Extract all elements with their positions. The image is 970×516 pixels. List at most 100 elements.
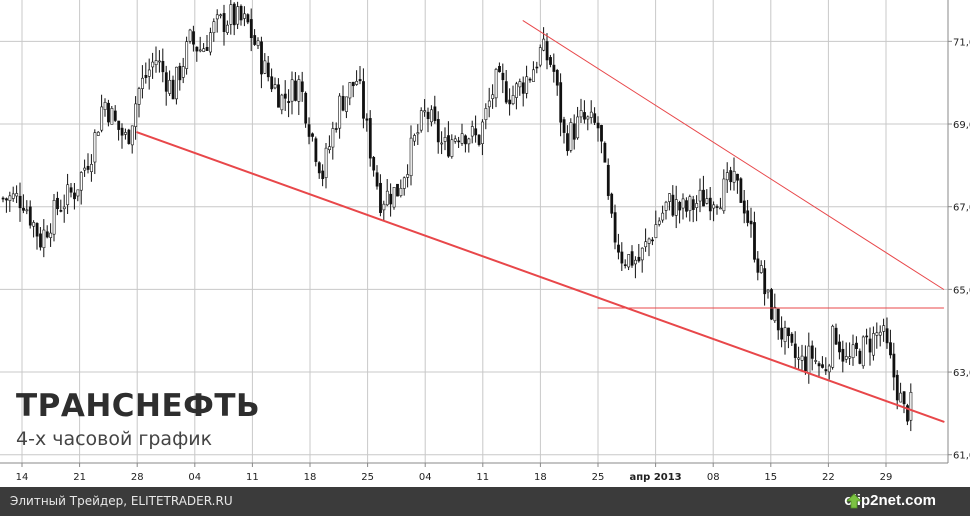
footer-credit: Элитный Трейдер, ELITETRADER.RU [10,494,233,508]
candle-body [345,96,348,112]
candle-body [515,83,518,98]
x-tick-label: 11 [476,472,489,483]
candle-body [756,258,760,273]
candle-body [838,341,841,353]
candle-body [406,174,410,178]
candle-body [249,19,253,39]
candle-body [42,229,46,249]
candle-body [892,353,896,378]
candle-body [25,209,29,212]
candle-body [487,100,491,108]
candle-body [474,128,478,136]
candle-body [753,222,756,260]
candle-body [702,189,705,207]
candle-body [644,241,648,248]
candle-body [73,192,76,200]
y-tick-label: 63,0 тыс [953,368,970,379]
x-axis-ticks: 14 21 28 04 11 18 25 04 11 18 25 апр 2013 08 15 22 29 [16,463,892,483]
candle-body [776,308,780,331]
candle-body [498,66,501,73]
candle-body [525,76,529,94]
trendlines [136,20,945,423]
candle-body [668,193,671,202]
candle-body [158,60,161,63]
candle-body [688,196,692,211]
candle-body [11,193,15,199]
y-tick-label: 71,0 тыс [953,37,970,48]
candle-body [362,81,365,119]
candle-body [324,147,328,178]
candle-body [851,344,855,359]
grid [0,0,948,463]
candle-body [511,95,515,105]
candle-body [239,5,243,21]
candle-body [797,357,801,360]
x-tick-label: 25 [361,472,374,483]
candle-body [18,195,22,209]
candle-body [280,94,284,111]
candle-body [657,220,661,225]
candle-body [882,325,886,332]
candle-body [79,172,83,191]
candle-body [365,118,369,121]
candle-body [712,204,716,209]
candle-body [253,35,257,45]
candle-body [821,364,824,368]
x-tick-label: 18 [304,472,317,483]
candle-body [385,190,389,206]
candle-body [685,200,688,212]
candle-body [161,61,165,73]
candle-body [433,106,437,121]
candle-body [297,79,301,102]
candle-body [630,251,634,266]
candle-body [236,6,240,25]
candle-body [695,203,699,208]
candle-body [732,170,736,183]
candle-body [436,119,440,143]
candle-body [865,335,869,338]
candle-body [549,57,552,65]
candle-body [426,111,430,120]
candle-body [780,327,784,340]
candle-body [725,172,729,181]
candle-body [392,187,396,208]
candle-body [715,206,719,208]
candle-body [232,3,236,26]
candle-body [909,392,913,421]
candle-body [287,101,291,104]
candle-body [861,336,865,367]
candle-body [334,128,338,130]
candle-body [39,233,42,248]
chart-subtitle: 4-х часовой график [16,428,213,450]
footer-brand[interactable]: clip2net.com [844,492,936,509]
candle-body [226,24,229,33]
candle-body [617,244,620,253]
candle-body [691,199,695,210]
candle-body [787,327,790,337]
candle-body [215,14,219,20]
candle-body [708,197,712,212]
x-tick-label: 14 [16,472,29,483]
candle-body [331,128,335,148]
candle-body [583,112,586,120]
candle-body [814,360,818,362]
x-tick-label: 11 [246,472,259,483]
candle-body [545,41,549,61]
candle-body [35,223,39,237]
candle-body [736,173,739,181]
x-tick-label: 15 [764,472,777,483]
candle-body [117,120,121,130]
candle-body [307,124,311,137]
candle-body [464,135,467,145]
x-tick-label: апр 2013 [630,472,682,483]
candle-body [552,64,556,72]
candle-body [168,80,172,94]
candle-body [746,210,750,223]
candle-body [192,31,195,45]
candle-body [681,198,685,209]
candle-body [66,184,70,206]
candle-body [878,331,882,336]
candle-body [263,60,267,74]
trendline-upper-resistance [522,20,945,290]
candle-body [875,332,879,336]
